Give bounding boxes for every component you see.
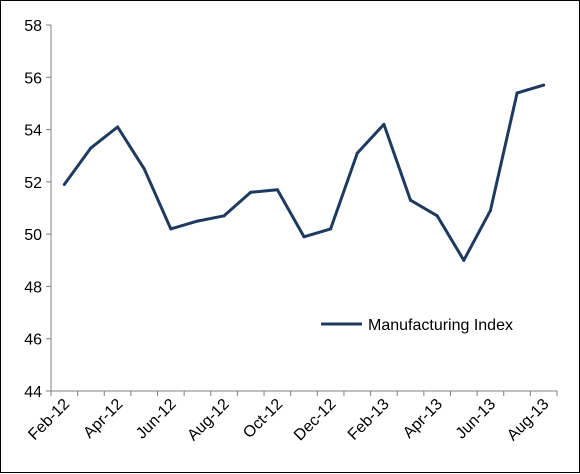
- data-point: [515, 91, 519, 95]
- axes: [50, 25, 557, 392]
- data-point: [116, 125, 120, 129]
- data-point: [329, 227, 333, 231]
- legend-label: Manufacturing Index: [368, 317, 513, 334]
- data-point: [302, 235, 306, 239]
- data-point: [249, 190, 253, 194]
- data-point: [488, 209, 492, 213]
- data-point: [435, 214, 439, 218]
- y-tick-label: 46: [24, 332, 42, 349]
- data-point: [382, 122, 386, 126]
- y-tick-label: 56: [24, 70, 42, 87]
- x-tick-label: Oct-12: [240, 396, 286, 442]
- y-tick-label: 50: [24, 227, 42, 244]
- x-axis-ticks: Feb-12 Apr-12 Jun-12 Aug-12 Oct-12 Dec-12 Feb-…: [25, 391, 558, 445]
- data-point: [462, 258, 466, 262]
- x-tick-label: Apr-12: [80, 396, 126, 442]
- x-tick-label: Apr-13: [400, 396, 446, 442]
- series-line: [63, 83, 545, 262]
- data-point: [142, 167, 146, 171]
- data-point: [89, 146, 93, 150]
- x-tick-label: Feb-12: [25, 396, 73, 444]
- y-tick-label: 52: [24, 175, 42, 192]
- y-tick-label: 58: [24, 18, 42, 35]
- y-axis-ticks: 44 46 48 50 52 54 56 58: [24, 18, 51, 401]
- x-tick-label: Aug-13: [504, 396, 553, 445]
- data-point: [195, 219, 199, 223]
- x-tick-label: Aug-12: [184, 396, 233, 445]
- data-point: [355, 151, 359, 155]
- data-point: [62, 182, 66, 186]
- x-tick-label: Jun-13: [453, 396, 500, 443]
- data-point: [275, 188, 279, 192]
- legend: Manufacturing Index: [321, 317, 513, 334]
- x-tick-label: Dec-12: [291, 396, 340, 445]
- data-point: [409, 198, 413, 202]
- series-group: [62, 83, 546, 262]
- y-tick-label: 44: [24, 384, 42, 401]
- data-point: [222, 214, 226, 218]
- data-point: [542, 83, 546, 87]
- y-tick-label: 54: [24, 123, 42, 140]
- data-point: [169, 227, 173, 231]
- x-tick-label: Jun-12: [133, 396, 180, 443]
- x-tick-label: Feb-13: [345, 396, 393, 444]
- y-tick-label: 48: [24, 279, 42, 296]
